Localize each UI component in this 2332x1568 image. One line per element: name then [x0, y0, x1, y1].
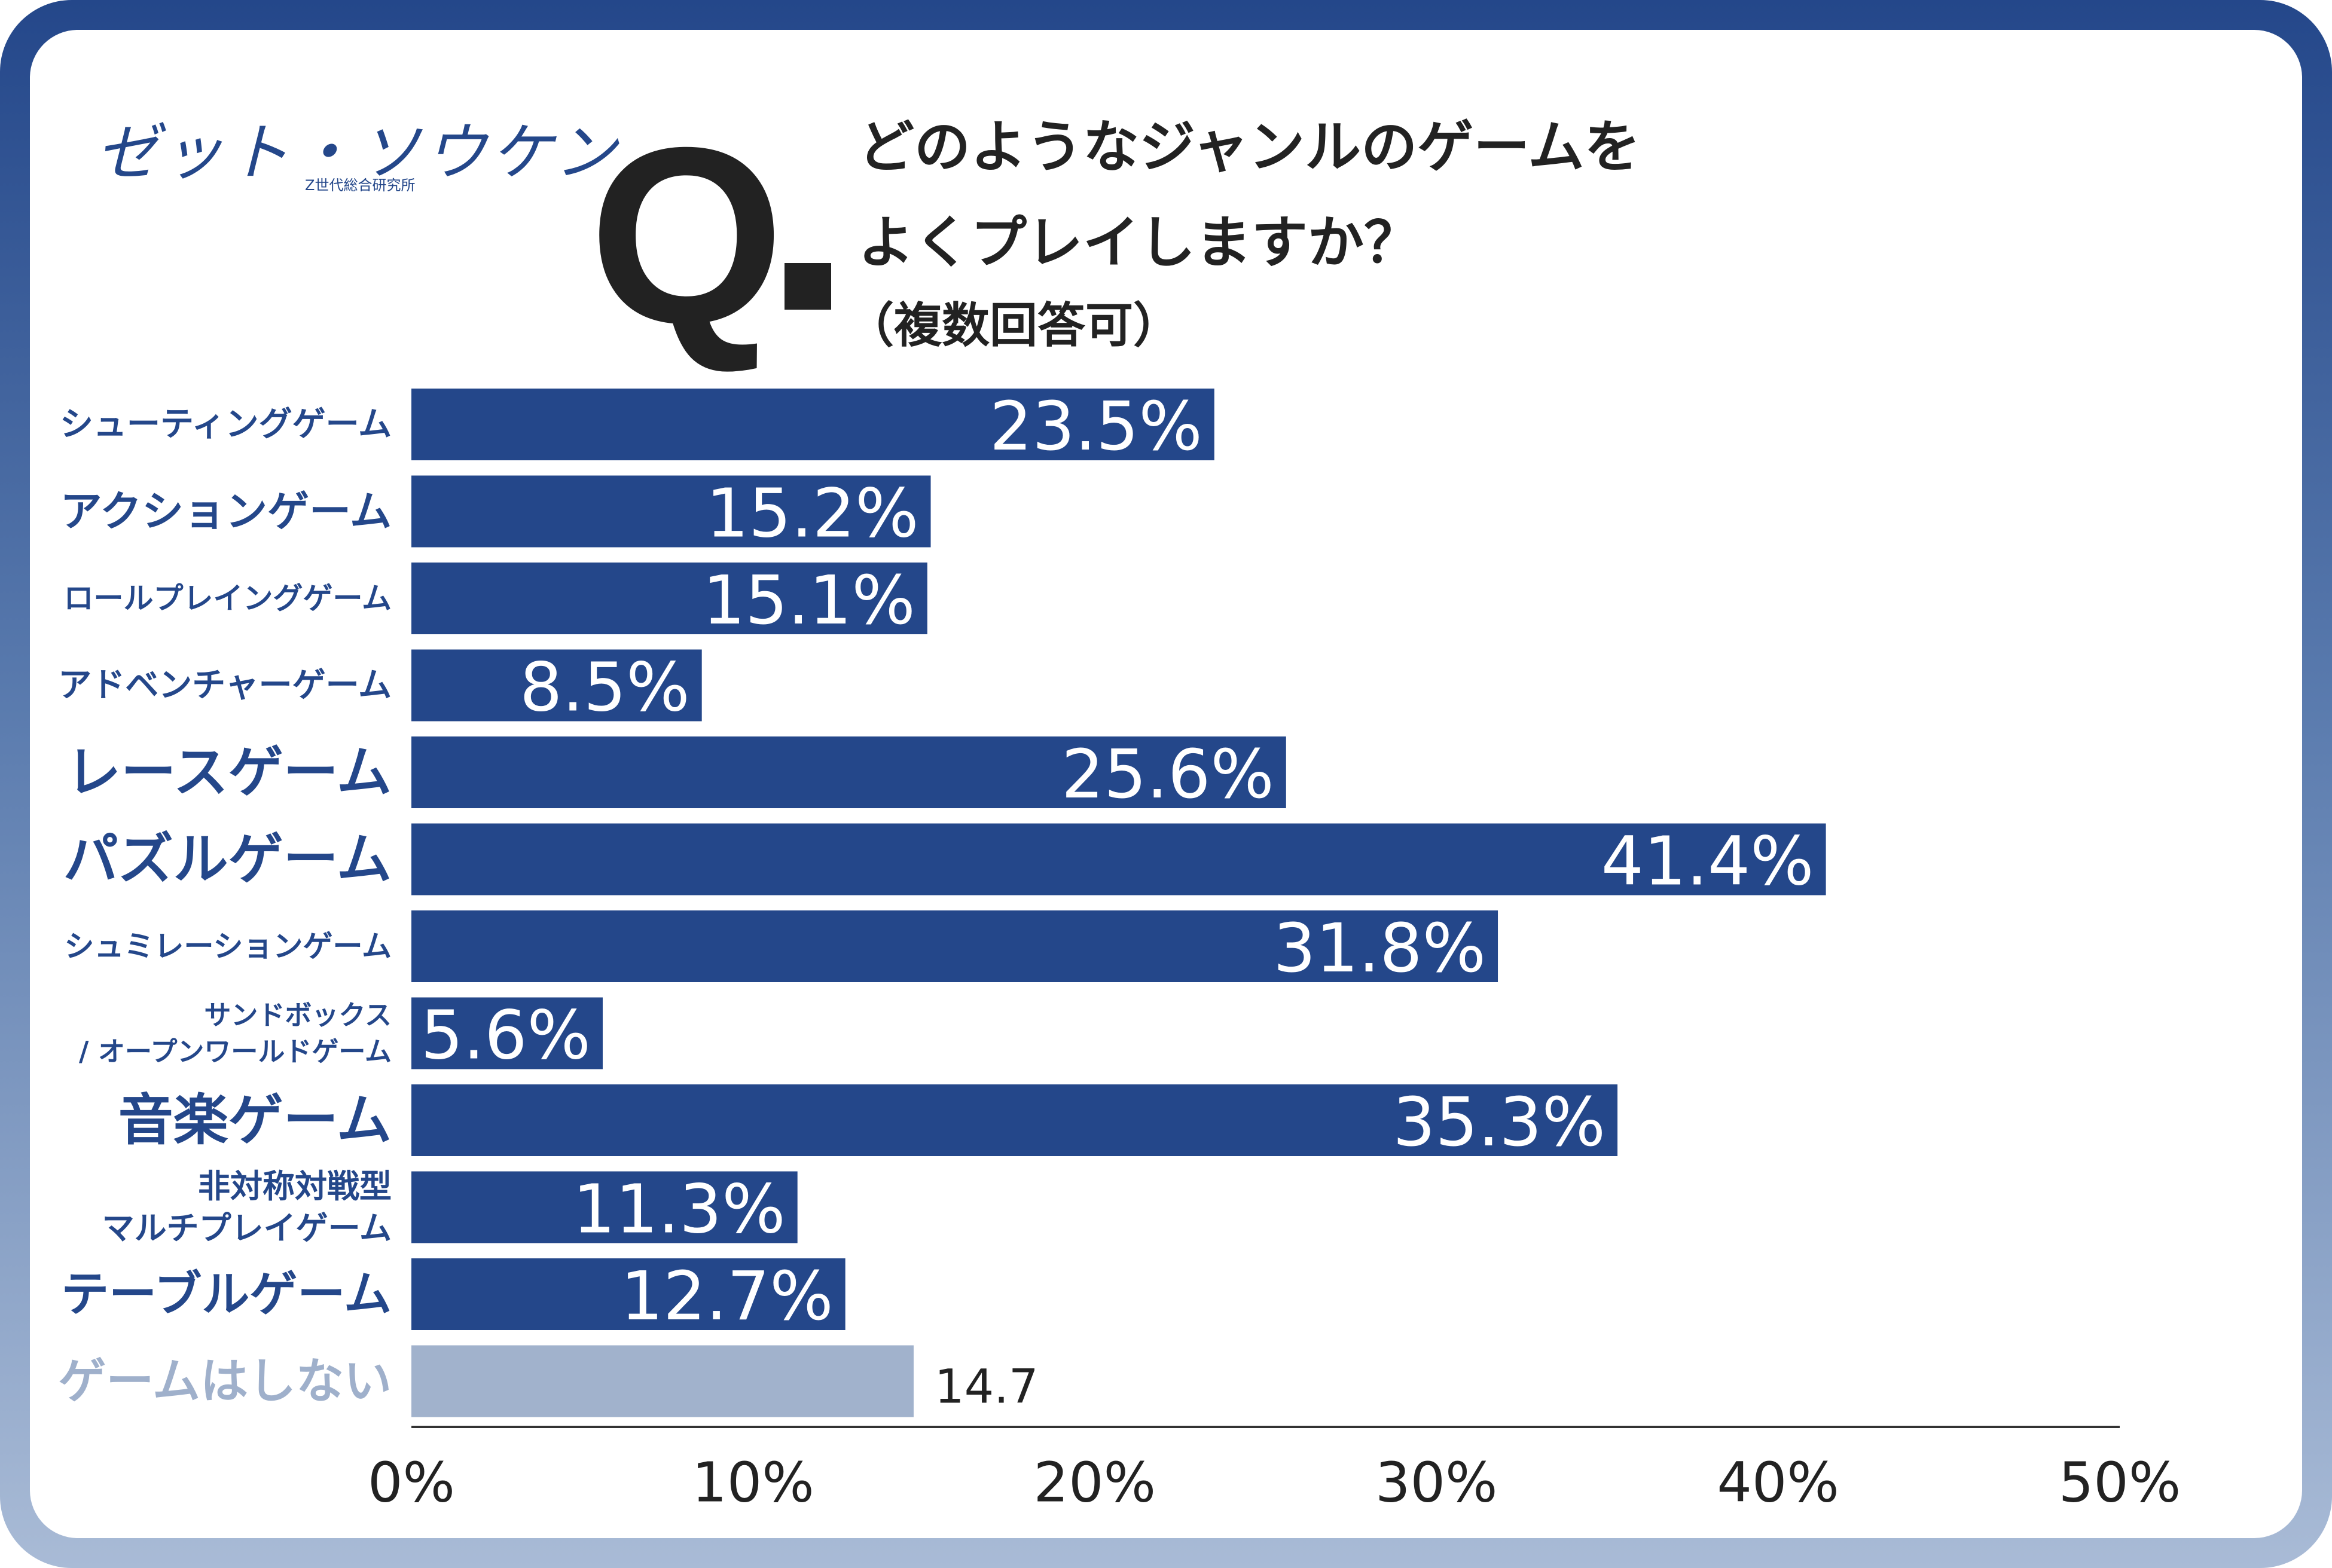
category-label-5: パズルゲーム — [63, 827, 392, 891]
value-label-1: 15.2% — [706, 475, 919, 553]
x-tick-label-0: 0% — [368, 1451, 455, 1515]
category-label-11: ゲームはしない — [58, 1353, 392, 1409]
question-note: （複数回答可） — [846, 298, 1181, 353]
x-tick-label-4: 40% — [1717, 1451, 1839, 1515]
logo-subtitle: Z世代総合研究所 — [305, 177, 416, 194]
logo-text: ゼット・ソウケン — [96, 116, 620, 189]
bar-5 — [411, 823, 1826, 895]
question-mark-q: Q — [589, 96, 785, 376]
value-label-7: 5.6% — [420, 997, 591, 1075]
x-tick-label-2: 20% — [1034, 1451, 1156, 1515]
bar-0 — [411, 389, 1214, 460]
brand-logo: ゼット・ソウケン Z世代総合研究所 — [96, 102, 616, 194]
category-label-4: レースゲーム — [66, 741, 392, 805]
bar-1 — [411, 475, 931, 548]
bar-8 — [411, 1084, 1618, 1156]
question-line-1: どのようなジャンルのゲームを — [858, 115, 1641, 180]
category-label-2: ロールプレイングゲーム — [64, 581, 392, 616]
category-label-3: アドベンチャーゲーム — [58, 666, 392, 705]
category-label-7-line-0: サンドボックス — [204, 1000, 392, 1031]
bar-4 — [411, 736, 1286, 808]
value-label-4: 25.6% — [1061, 736, 1274, 814]
value-label-8: 35.3% — [1393, 1084, 1605, 1162]
category-label-9-line-1: マルチプレイゲーム — [102, 1209, 392, 1247]
bar-7 — [411, 997, 603, 1069]
category-label-6: シュミレーションゲーム — [65, 929, 392, 964]
question-line-2: よくプレイしますか？ — [858, 210, 1421, 276]
value-label-11: 14.7 — [935, 1361, 1039, 1414]
bar-2 — [411, 563, 927, 634]
x-tick-label-1: 10% — [692, 1451, 814, 1515]
value-label-5: 41.4% — [1601, 823, 1814, 901]
category-label-1: アクションゲーム — [60, 487, 392, 536]
value-label-2: 15.1% — [703, 562, 915, 640]
x-tick-label-5: 50% — [2059, 1451, 2181, 1515]
value-label-0: 23.5% — [990, 388, 1202, 466]
category-label-7-line-1: / オープンワールドゲーム — [79, 1036, 392, 1068]
value-label-10: 12.7% — [621, 1258, 834, 1335]
bar-3 — [411, 649, 702, 722]
value-label-3: 8.5% — [520, 649, 690, 727]
bar-10 — [411, 1258, 845, 1330]
bar-9 — [411, 1171, 798, 1243]
bar-11 — [411, 1345, 914, 1417]
bar-6 — [411, 910, 1498, 982]
category-label-8: 音楽ゲーム — [118, 1089, 392, 1153]
category-label-9-line-0: 非対称対戦型 — [198, 1167, 392, 1205]
value-label-6: 31.8% — [1273, 910, 1486, 988]
category-label-10: テーブルゲーム — [61, 1267, 392, 1322]
category-label-0: シューティングゲーム — [60, 405, 392, 444]
question-dot — [785, 263, 831, 310]
x-tick-label-3: 30% — [1375, 1451, 1497, 1515]
value-label-9: 11.3% — [573, 1171, 786, 1249]
